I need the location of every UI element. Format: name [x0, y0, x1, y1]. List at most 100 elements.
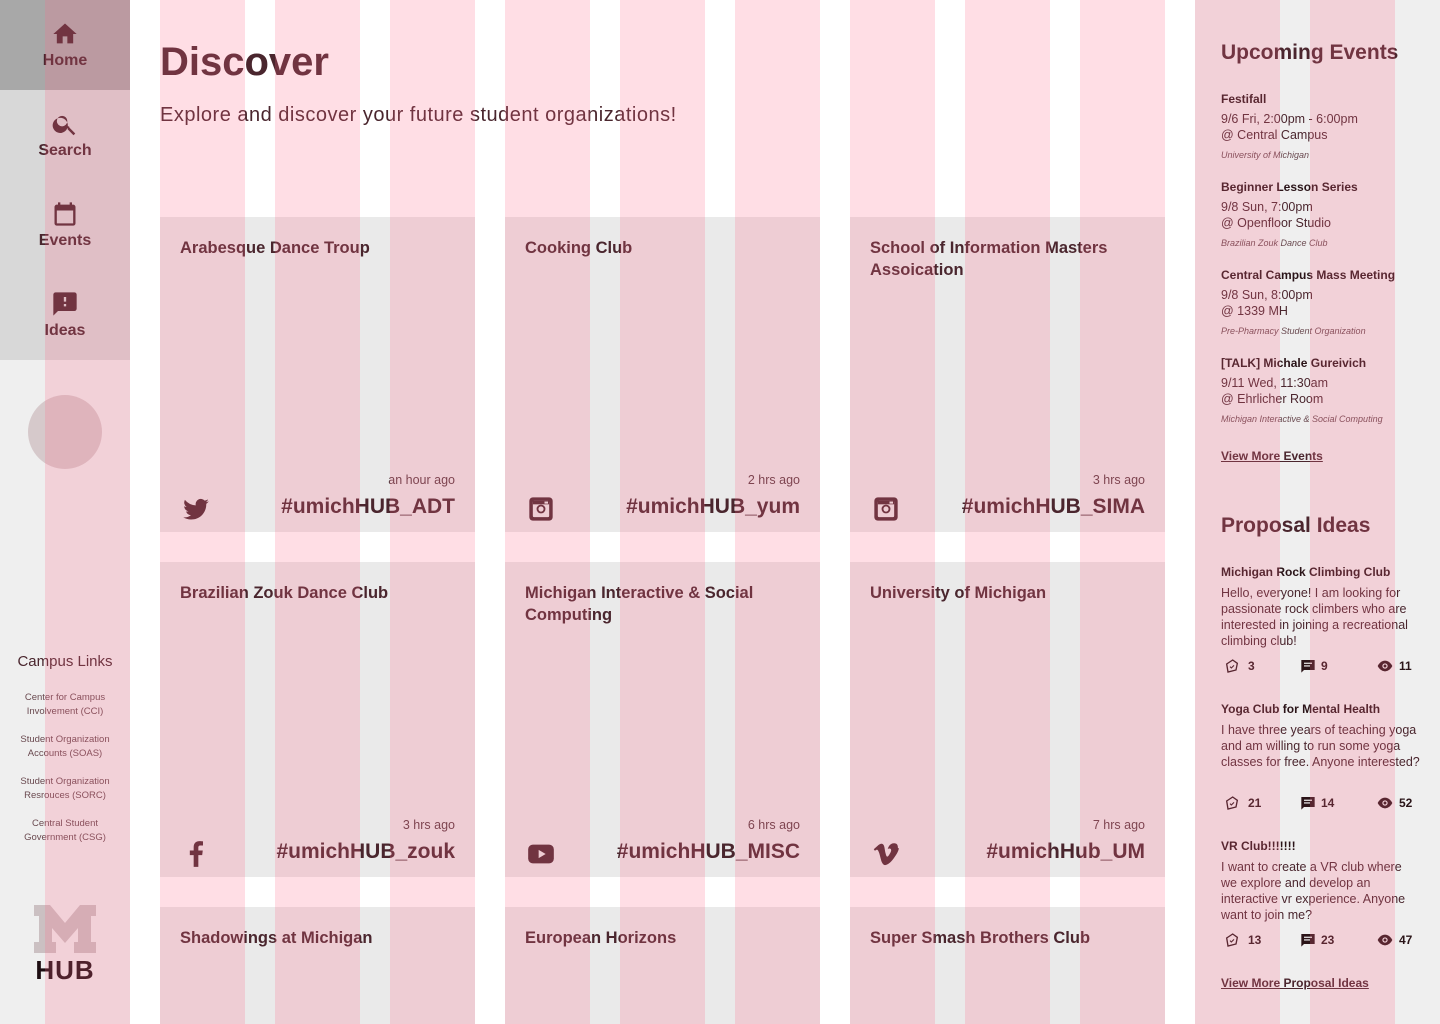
like-icon — [1225, 796, 1239, 810]
comment-stat[interactable]: 14 — [1300, 795, 1340, 811]
left-sidebar: Home Search Events Ideas Campus Links Ce… — [0, 0, 130, 1024]
org-card[interactable]: Cooking Club 2 hrs ago #umichHUB_yum — [505, 217, 820, 532]
org-card[interactable]: University of Michigan 7 hrs ago #umichH… — [850, 562, 1165, 877]
page-subtitle: Explore and discover your future student… — [160, 104, 677, 126]
comment-icon — [1301, 660, 1315, 673]
instagram-icon — [874, 497, 898, 521]
event-org: University of Michigan — [1221, 150, 1310, 160]
comment-count: 9 — [1321, 659, 1328, 673]
idea-body: I have three years of teaching yoga and … — [1221, 723, 1420, 769]
event-org: Michigan Interactive & Social Computing — [1221, 414, 1383, 424]
event-when: 9/6 Fri, 2:00pm - 6:00pm — [1221, 112, 1358, 126]
nav-label-ideas: Ideas — [44, 322, 86, 339]
org-card[interactable]: Arabesque Dance Troup an hour ago #umich… — [160, 217, 475, 532]
campus-link-csg[interactable]: Central Student Government (CSG) — [24, 818, 106, 843]
right-panel — [1195, 0, 1440, 1024]
comment-count: 14 — [1321, 796, 1335, 810]
org-card[interactable]: Brazilian Zouk Dance Club 3 hrs ago #umi… — [160, 562, 475, 877]
idea-name[interactable]: Michigan Rock Climbing Club — [1221, 565, 1391, 579]
event-when: 9/11 Wed, 11:30am — [1221, 376, 1329, 390]
home-icon — [53, 23, 77, 44]
comment-stat[interactable]: 9 — [1300, 658, 1340, 674]
view-count: 47 — [1399, 933, 1413, 947]
view-stat: 52 — [1377, 795, 1422, 811]
event-name[interactable]: [TALK] Michale Gureivich — [1221, 356, 1367, 370]
org-name: Super Smash Brothers Club — [870, 929, 1091, 947]
org-card[interactable]: School of Information Masters Assoicatio… — [850, 217, 1165, 532]
like-stat[interactable]: 3 — [1224, 658, 1264, 674]
view-more-events-link[interactable]: View More Events — [1221, 449, 1323, 463]
comment-count: 23 — [1321, 933, 1335, 947]
like-icon — [1225, 933, 1239, 947]
hashtag[interactable]: #umichHUB_ADT — [281, 495, 455, 518]
comment-stat[interactable]: 23 — [1300, 932, 1340, 948]
view-stat: 47 — [1377, 932, 1422, 948]
event-where: @ Central Campus — [1221, 128, 1328, 142]
nav-label-search: Search — [38, 142, 92, 159]
nav-item-home[interactable]: Home — [0, 0, 130, 90]
nav-label-events: Events — [38, 232, 92, 249]
comment-icon — [1301, 797, 1315, 810]
like-count: 3 — [1248, 659, 1255, 673]
idea-body: I want to create a VR club where we expl… — [1221, 860, 1406, 922]
org-name: Cooking Club — [525, 239, 633, 257]
nav-item-ideas[interactable]: Ideas — [0, 270, 130, 360]
event-when: 9/8 Sun, 8:00pm — [1221, 288, 1313, 302]
org-name: European Horizons — [525, 929, 677, 947]
comment-icon — [1301, 934, 1315, 947]
view-more-ideas-link[interactable]: View More Proposal Ideas — [1221, 976, 1369, 990]
page-title: Discover — [160, 40, 329, 84]
campus-link-sorc[interactable]: Student Organization Resrouces (SORC) — [20, 776, 110, 801]
campus-link-soas[interactable]: Student Organization Accounts (SOAS) — [20, 734, 110, 759]
view-stat: 11 — [1377, 658, 1422, 674]
idea-name[interactable]: VR Club!!!!!!! — [1221, 839, 1296, 853]
like-count: 13 — [1248, 933, 1262, 947]
post-time: 3 hrs ago — [1092, 473, 1145, 487]
hashtag[interactable]: #umichHUB_SIMA — [961, 495, 1145, 518]
event-where: @ Ehrlicher Room — [1221, 392, 1324, 406]
idea-icon — [53, 292, 77, 316]
nav-item-search[interactable]: Search — [0, 90, 130, 180]
idea-body: Hello, everyone! I am looking for passio… — [1221, 586, 1408, 648]
calendar-icon — [54, 202, 76, 226]
upcoming-events-title: Upcoming Events — [1221, 41, 1399, 64]
org-card[interactable]: European Horizons — [505, 907, 820, 1024]
event-name[interactable]: Festifall — [1221, 92, 1267, 106]
like-stat[interactable]: 21 — [1224, 795, 1264, 811]
hashtag[interactable]: #umichHUB_yum — [626, 495, 800, 518]
campus-links-title: Campus Links — [17, 653, 113, 670]
event-when: 9/8 Sun, 7:00pm — [1221, 200, 1313, 214]
nav-item-events[interactable]: Events — [0, 180, 130, 270]
idea-name[interactable]: Yoga Club for Mental Health — [1221, 702, 1381, 716]
view-count: 11 — [1399, 659, 1412, 673]
org-name: Shadowings at Michigan — [180, 929, 373, 947]
vimeo-icon — [873, 843, 899, 866]
eye-icon — [1377, 660, 1393, 672]
org-name: University of Michigan — [870, 584, 1047, 602]
event-org: Brazilian Zouk Dance Club — [1221, 238, 1328, 248]
nav-menu: Home Search Events Ideas — [0, 0, 130, 360]
facebook-icon — [189, 841, 203, 867]
org-card[interactable]: Shadowings at Michigan — [160, 907, 475, 1024]
hashtag[interactable]: #umichHub_UM — [986, 840, 1145, 863]
org-card[interactable]: Michigan Interactive & Social Computing … — [505, 562, 820, 877]
like-count: 21 — [1248, 796, 1262, 810]
org-card[interactable]: Super Smash Brothers Club — [850, 907, 1165, 1024]
hashtag[interactable]: #umichHUB_MISC — [616, 840, 800, 863]
campus-link-cci[interactable]: Center for Campus Involvement (CCI) — [24, 692, 106, 717]
org-name: Michigan Interactive & Social Computing — [525, 584, 754, 624]
like-icon — [1225, 659, 1239, 673]
nav-label-home: Home — [42, 52, 88, 69]
proposal-ideas-title: Proposal Ideas — [1221, 514, 1371, 537]
event-name[interactable]: Central Campus Mass Meeting — [1221, 268, 1396, 282]
avatar[interactable] — [28, 395, 102, 469]
post-time: 6 hrs ago — [747, 818, 800, 832]
block-m-logo — [34, 905, 96, 953]
instagram-icon — [529, 497, 553, 521]
post-time: an hour ago — [388, 473, 455, 487]
like-stat[interactable]: 13 — [1224, 932, 1264, 948]
twitter-icon — [183, 498, 209, 520]
event-name[interactable]: Beginner Lesson Series — [1221, 180, 1358, 194]
post-time: 3 hrs ago — [402, 818, 455, 832]
hashtag[interactable]: #umichHUB_zouk — [276, 840, 455, 863]
